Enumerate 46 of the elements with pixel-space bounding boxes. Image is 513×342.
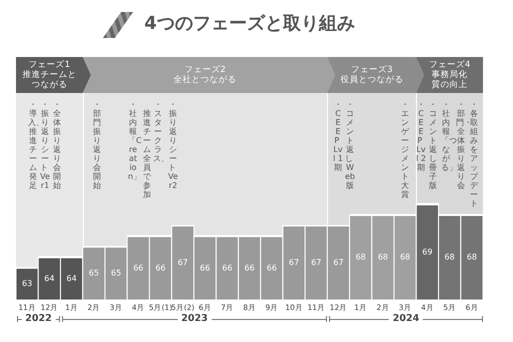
chart-title: 4つのフェーズと取り組み (144, 13, 355, 34)
text: ・全体振り返り会開始 (53, 100, 61, 190)
data-label: 65 (110, 268, 122, 278)
data-label: 66 (200, 263, 210, 272)
data-label: 69 (422, 247, 432, 256)
text: ・コメント返し Web版 (345, 100, 355, 190)
annotation: ・社内報「つながる」 (441, 100, 457, 172)
data-label: 66 (266, 263, 277, 272)
data-label: 66 (133, 263, 144, 272)
data-label: 67 (178, 258, 188, 268)
data-label: 65 (88, 268, 99, 278)
data-label: 68 (444, 252, 455, 262)
data-label: 67 (288, 258, 300, 268)
data-label: 68 (356, 252, 366, 262)
data-label: 66 (222, 263, 232, 272)
data-label: 64 (44, 274, 54, 283)
text: ・エンゲージメント大賞 (401, 100, 409, 199)
data-label: 68 (378, 252, 388, 262)
data-label: 68 (400, 252, 410, 262)
text: ・振り返りシート Ver2 (168, 100, 178, 190)
text: ・振り返りシート Ver1 (40, 100, 50, 190)
data-label: 63 (22, 279, 32, 288)
annotation: ・スタークラス、 (153, 100, 169, 163)
text: 2022 (21, 313, 56, 325)
phase-header: フェーズ1 推進チームとつながる (16, 57, 91, 93)
text: ・コメント返し冊子版 (429, 100, 437, 190)
annotation: フェーズ4 事務局化質の向上 (428, 60, 470, 90)
text: ・各取組みをアップデート (470, 100, 478, 208)
text: 推進チーム全員で参加 (143, 109, 151, 199)
data-label: 67 (333, 258, 344, 268)
data-label: 66 (155, 263, 166, 272)
text: ・社内報「Creation」 (128, 100, 142, 181)
data-label: 66 (244, 263, 255, 272)
phase-header: フェーズ2 全社とつながる (82, 57, 336, 93)
text: 2023 (177, 313, 212, 325)
annotation: ・CEEP Lvl 2期 (416, 100, 426, 172)
data-label: 67 (311, 258, 322, 268)
annotation: フェーズ3 役員とつながる (339, 65, 404, 85)
annotation: フェーズ1 推進チームとつながる (22, 60, 76, 90)
data-label: 68 (466, 252, 477, 262)
annotation: フェーズ2 全社とつながる (172, 65, 238, 85)
text: 2024 (388, 313, 424, 325)
annotation: ・CEEP Lvl 1期 (333, 100, 343, 172)
phase-header: フェーズ3 役員とつながる (327, 57, 424, 93)
text: ・部門振り返り会開始 (93, 100, 101, 190)
data-label: 64 (66, 274, 77, 283)
